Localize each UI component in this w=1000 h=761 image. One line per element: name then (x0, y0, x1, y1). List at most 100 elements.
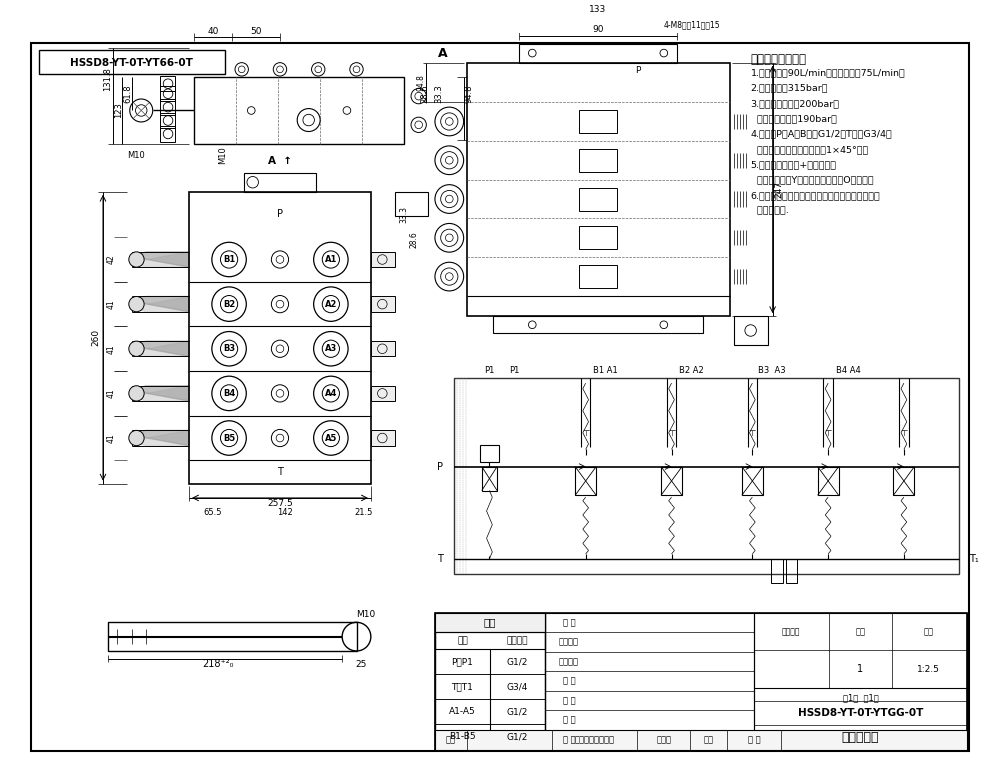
Text: 技术要求和参数：: 技术要求和参数： (751, 53, 807, 66)
Bar (371, 431, 395, 446)
Bar (189, 192, 371, 483)
Bar (818, 466, 839, 495)
Text: 盖为铝本色.: 盖为铝本色. (751, 206, 788, 215)
Text: 双达木业有限公司: 双达木业有限公司 (575, 735, 615, 744)
Text: ⊤: ⊤ (900, 428, 908, 438)
Text: 25: 25 (356, 660, 367, 669)
Bar (482, 466, 497, 491)
Bar (435, 613, 545, 750)
Text: ⊤: ⊤ (668, 428, 675, 438)
Text: 42: 42 (107, 255, 116, 264)
Bar (371, 341, 395, 356)
Bar (435, 724, 545, 750)
Text: M10: M10 (128, 151, 145, 160)
Bar (435, 699, 545, 724)
Text: 螺纹规格: 螺纹规格 (507, 636, 528, 645)
Text: T、T1: T、T1 (452, 683, 473, 691)
Bar (579, 187, 617, 211)
Text: G3/4: G3/4 (507, 683, 528, 691)
Text: 五联多路阀: 五联多路阀 (842, 731, 879, 743)
Text: 标记: 标记 (446, 735, 456, 744)
Bar (160, 113, 175, 128)
Text: M10: M10 (218, 147, 227, 164)
Text: 123: 123 (114, 103, 123, 119)
Polygon shape (132, 297, 189, 312)
Bar (194, 77, 404, 144)
Text: T: T (277, 467, 283, 477)
Text: G1/2: G1/2 (507, 658, 528, 666)
Text: 过载阀调定压力190bar；: 过载阀调定压力190bar； (751, 114, 837, 123)
Text: G1/2: G1/2 (507, 733, 528, 741)
Text: P1: P1 (510, 366, 520, 375)
Text: 3.安全阀调定压力200bar；: 3.安全阀调定压力200bar； (751, 99, 840, 108)
Text: P、P1: P、P1 (452, 658, 473, 666)
Text: 90: 90 (592, 24, 604, 33)
Polygon shape (132, 386, 189, 401)
Text: 比例: 比例 (924, 627, 934, 636)
Text: 均为平面密封，螺纹孔口倒1×45°角；: 均为平面密封，螺纹孔口倒1×45°角； (751, 145, 868, 154)
Text: 131.8: 131.8 (103, 68, 112, 91)
Bar (371, 252, 395, 267)
Polygon shape (132, 341, 189, 356)
Text: ⊤: ⊤ (825, 428, 832, 438)
Bar (435, 674, 545, 699)
Text: 图 号: 图 号 (748, 735, 760, 744)
Text: 28.6: 28.6 (409, 232, 418, 249)
Bar (435, 649, 545, 674)
Bar (575, 466, 596, 495)
Bar (771, 559, 783, 583)
Text: G1/2: G1/2 (507, 708, 528, 716)
Text: 33.3: 33.3 (434, 84, 443, 103)
Text: 数量: 数量 (855, 627, 865, 636)
Text: 28.6: 28.6 (421, 84, 430, 103)
Circle shape (129, 252, 144, 267)
Text: B3  A3: B3 A3 (758, 366, 786, 375)
Text: 批 准: 批 准 (563, 677, 575, 686)
Text: 1: 1 (857, 664, 864, 674)
Circle shape (129, 341, 144, 356)
Text: 260: 260 (92, 329, 101, 346)
Text: 142: 142 (278, 508, 293, 517)
Bar (579, 110, 617, 133)
Text: 133: 133 (589, 5, 607, 14)
Polygon shape (132, 431, 189, 446)
Text: 标准检查: 标准检查 (559, 638, 579, 647)
Text: B4 A4: B4 A4 (836, 366, 860, 375)
Text: P1: P1 (484, 366, 495, 375)
Text: 共1页  第1页: 共1页 第1页 (843, 693, 878, 702)
Polygon shape (132, 297, 189, 312)
Bar (480, 444, 499, 462)
Bar (160, 76, 175, 91)
Bar (467, 62, 730, 316)
Text: 61.8: 61.8 (123, 84, 132, 103)
Bar (579, 148, 617, 172)
Text: HSSD8-YT-0T-YT66-0T: HSSD8-YT-0T-YT66-0T (70, 58, 193, 68)
Bar (395, 192, 428, 215)
Text: 50: 50 (250, 27, 262, 36)
Text: 257.5: 257.5 (267, 499, 293, 508)
Text: 4.油口：P、A、B口为G1/2，T口为G3/4；: 4.油口：P、A、B口为G1/2，T口为G3/4； (751, 129, 892, 139)
Text: P: P (437, 462, 443, 472)
Text: 审 定: 审 定 (563, 618, 575, 627)
Text: 6.阀体表面磷化处理，安全阀及爆锁镀锌，支架后: 6.阀体表面磷化处理，安全阀及爆锁镀锌，支架后 (751, 191, 880, 200)
Text: ⊤: ⊤ (749, 428, 756, 438)
Text: 94.8: 94.8 (465, 84, 474, 103)
Text: M10: M10 (356, 610, 376, 619)
Bar (493, 316, 703, 333)
Text: B3: B3 (223, 344, 235, 353)
Text: A1-A5: A1-A5 (449, 708, 476, 716)
Text: B5: B5 (223, 434, 235, 443)
Bar (454, 378, 959, 575)
Text: 94.8: 94.8 (416, 74, 425, 91)
Text: 247: 247 (775, 181, 784, 198)
Text: A5: A5 (325, 434, 337, 443)
Bar (786, 559, 797, 583)
Bar (160, 126, 175, 142)
Bar (244, 173, 316, 192)
Text: 65.5: 65.5 (203, 508, 221, 517)
Polygon shape (132, 386, 189, 401)
Text: 图幅精比: 图幅精比 (782, 627, 801, 636)
Circle shape (129, 297, 144, 312)
Text: 62: 62 (592, 0, 604, 2)
Text: B4: B4 (223, 389, 235, 398)
